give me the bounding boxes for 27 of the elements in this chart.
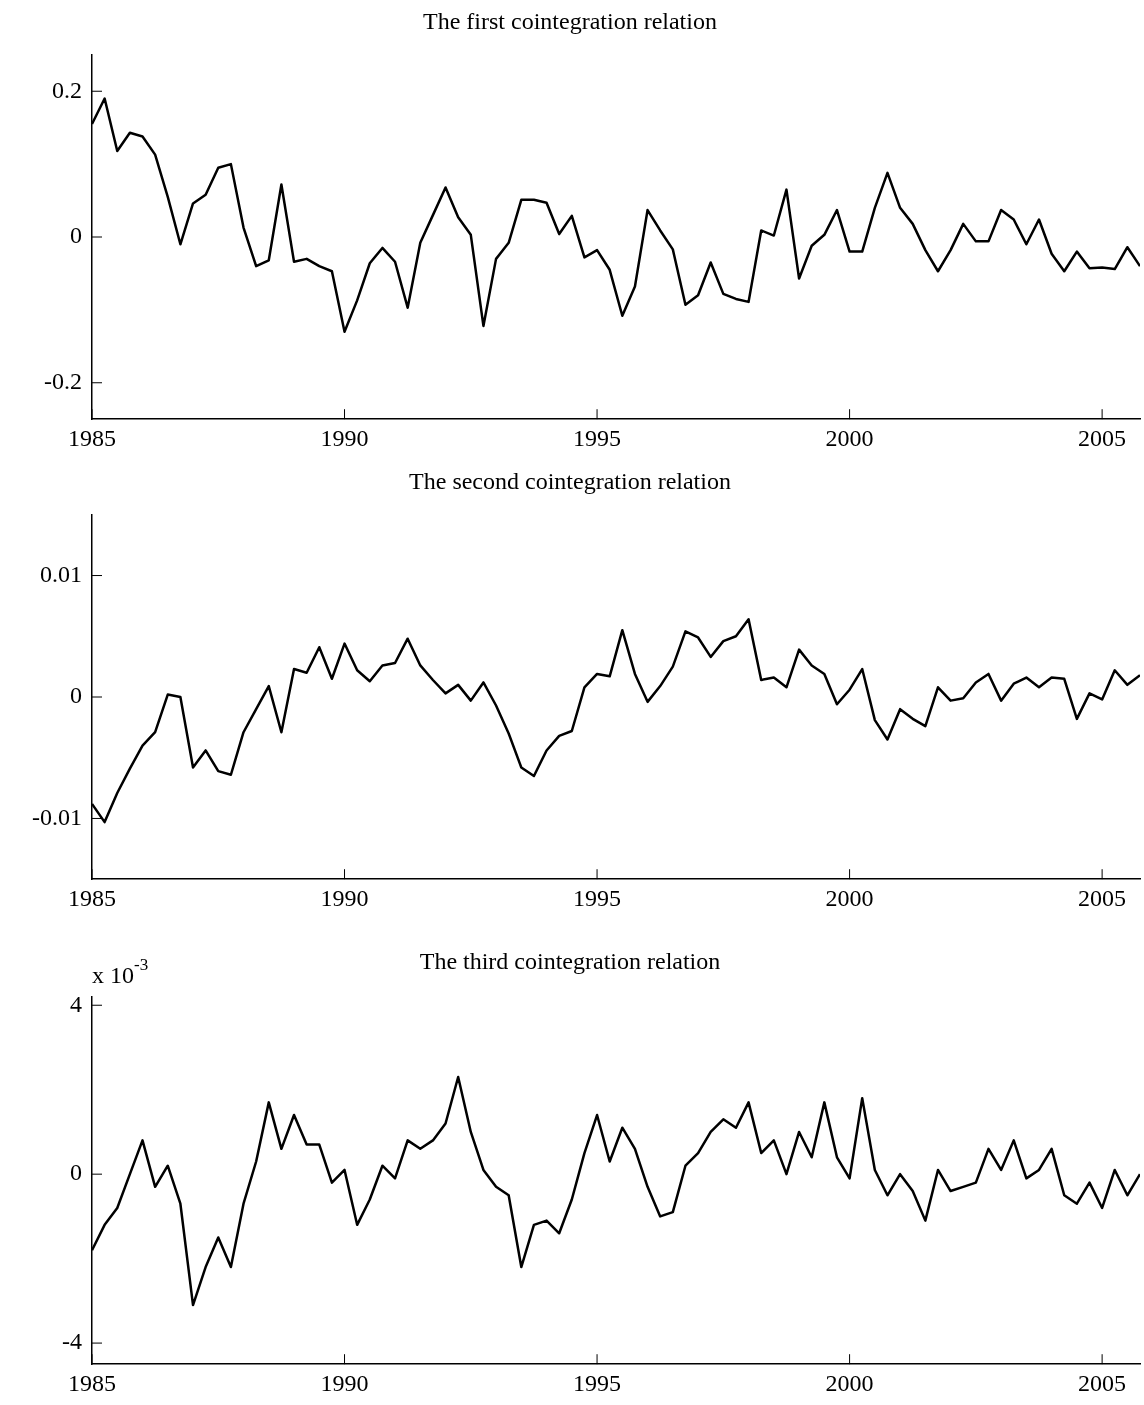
y-tick-label: 0.2 [52, 76, 82, 103]
x-tick-label: 2005 [1078, 884, 1127, 911]
x-tick-label: 1995 [573, 884, 622, 911]
x-tick-label: 1985 [68, 424, 116, 451]
x-tick-label: 2000 [825, 1369, 874, 1396]
x-tick-label: 2005 [1078, 424, 1127, 451]
x-tick-label: 1995 [573, 1369, 622, 1396]
x-tick-label: 1990 [320, 424, 369, 451]
x-tick-label: 1985 [68, 1369, 116, 1396]
x-tick-label: 1990 [320, 884, 369, 911]
y-tick-label: 0 [70, 682, 82, 709]
y-tick-label: -4 [62, 1328, 82, 1355]
y-tick-label: 0.01 [40, 560, 82, 587]
y-tick-label: -0.2 [44, 368, 82, 395]
x-tick-label: 1995 [573, 424, 622, 451]
y-tick-label: 4 [70, 990, 82, 1017]
x-tick-label: 2000 [825, 424, 874, 451]
chart-title: The first cointegration relation [423, 7, 717, 34]
x-tick-label: 1985 [68, 884, 116, 911]
y-tick-label: 0 [70, 222, 82, 249]
y-tick-label: 0 [70, 1159, 82, 1186]
x-tick-label: 1990 [320, 1369, 369, 1396]
chart-title: The second cointegration relation [409, 467, 731, 494]
x-tick-label: 2000 [825, 884, 874, 911]
x-tick-label: 2005 [1078, 1369, 1127, 1396]
y-tick-label: -0.01 [32, 803, 82, 830]
chart-title: The third cointegration relation [419, 947, 721, 974]
